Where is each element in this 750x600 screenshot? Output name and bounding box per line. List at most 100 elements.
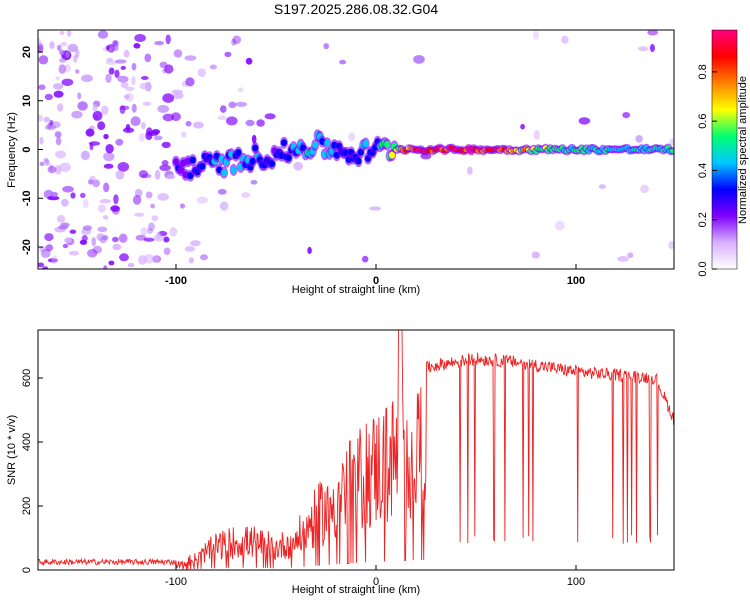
spectrogram-noise-cell <box>184 246 196 252</box>
spectrogram-noise-cell <box>140 76 149 80</box>
spectrogram-noise-cell <box>151 215 159 222</box>
spectrogram-noise-cell <box>125 92 134 102</box>
spectrogram-noise-cell <box>533 130 540 140</box>
spectrogram-noise-cell <box>224 51 232 58</box>
spectrogram-noise-cell <box>101 105 109 115</box>
spectrogram-noise-cell <box>96 233 105 241</box>
spectrogram-noise-cell <box>85 128 95 137</box>
spectrogram-noise-cell <box>120 82 129 89</box>
spectrogram-noise-cell <box>132 195 142 205</box>
spectrogram-noise-cell <box>80 192 86 199</box>
spectrogram-y-tick-label: 20 <box>21 46 33 58</box>
colorbar-tick-label: 0.6 <box>697 114 709 129</box>
spectrogram-noise-cell <box>103 133 109 140</box>
spectrogram-ridge-cell <box>281 139 287 147</box>
spectrogram-noise-cell <box>75 69 80 74</box>
spectrogram-noise-cell <box>140 122 146 130</box>
spectrogram-noise-cell <box>103 265 108 269</box>
spectrogram-noise-cell <box>105 45 110 51</box>
spectrogram-noise-cell <box>231 38 237 46</box>
spectrogram-noise-cell <box>467 166 473 175</box>
spectrogram-noise-cell <box>61 78 74 87</box>
spectrogram-noise-cell <box>135 234 147 241</box>
spectrogram-noise-cell <box>647 30 659 36</box>
snr-series-line <box>38 330 674 570</box>
spectrogram-ridge-cell <box>312 141 319 149</box>
spectrogram-noise-cell <box>148 222 155 231</box>
spectrogram-noise-cell <box>113 44 119 51</box>
spectrogram-noise-cell <box>348 132 356 142</box>
spectrogram-noise-cell <box>637 46 649 52</box>
spectrogram-noise-cell <box>59 57 67 63</box>
spectrogram-noise-cell <box>245 57 253 65</box>
spectrogram-noise-cell <box>154 254 160 263</box>
spectrogram-noise-cell <box>196 196 208 204</box>
snr-x-tick-label: 0 <box>373 576 379 588</box>
spectrogram-noise-cell <box>112 236 119 243</box>
spectrogram-noise-cell <box>68 250 80 256</box>
spectrogram-ridge-cell <box>221 169 227 177</box>
spectrogram-noise-cell <box>146 127 153 136</box>
spectrogram-noise-cell <box>217 115 227 121</box>
spectrogram-noise-cell <box>640 184 649 194</box>
spectrogram-noise-cell <box>60 41 68 47</box>
spectrogram-noise-cell <box>60 222 70 228</box>
spectrogram-noise-cell <box>162 93 175 103</box>
spectrogram-y-tick-label: -10 <box>21 190 33 206</box>
spectrogram-ridge-cell <box>669 148 674 154</box>
spectrogram-noise-cell <box>38 44 44 54</box>
spectrogram-noise-cell <box>153 135 163 141</box>
spectrogram-noise-cell <box>59 162 71 172</box>
spectrogram-noise-cell <box>108 260 115 266</box>
spectrogram-x-axis-label: Height of straight line (km) <box>292 284 420 296</box>
spectrogram-noise-cell <box>166 174 176 180</box>
spectrogram-noise-cell <box>102 235 109 241</box>
spectrogram-noise-cell <box>92 110 103 121</box>
spectrogram-noise-cell <box>92 245 103 254</box>
spectrogram-noise-cell <box>226 116 238 126</box>
spectrogram-noise-cell <box>159 164 171 171</box>
spectrogram-noise-cell <box>668 241 674 250</box>
spectrogram-noise-cell <box>38 38 42 46</box>
spectrogram-noise-cell <box>171 89 183 95</box>
spectrogram-noise-cell <box>81 74 93 83</box>
spectrogram-noise-cell <box>44 233 54 242</box>
spectrogram-noise-cell <box>45 244 54 252</box>
spectrogram-noise-cell <box>102 215 109 220</box>
spectrogram-noise-cell <box>105 144 114 154</box>
spectrogram-y-axis-label: Frequency (Hz) <box>6 112 18 188</box>
snr-frame <box>37 329 675 571</box>
spectrogram-noise-cell <box>627 252 634 258</box>
spectrogram-noise-cell <box>61 198 69 207</box>
spectrogram-noise-cell <box>117 162 130 172</box>
snr-y-tick-label: 0 <box>21 567 33 573</box>
spectrogram-noise-cell <box>115 170 125 180</box>
spectrogram-noise-cell <box>117 75 129 83</box>
spectrogram-noise-cell <box>245 119 255 127</box>
spectrogram-noise-cell <box>82 198 89 209</box>
spectrogram-noise-cell <box>520 123 525 130</box>
spectrogram-noise-cell <box>42 266 49 269</box>
spectrogram-noise-cell <box>97 30 109 39</box>
spectrogram-noise-cell <box>232 35 242 45</box>
spectrogram-noise-cell <box>185 77 195 87</box>
spectrogram-noise-cell <box>113 194 119 205</box>
spectrogram-noise-cell <box>163 247 171 256</box>
spectrogram-noise-cell <box>147 227 153 234</box>
spectrogram-noise-cell <box>105 73 112 84</box>
spectrogram-noise-cell <box>53 90 64 98</box>
spectrogram-noise-cell <box>124 94 130 100</box>
snr-y-tick-label: 200 <box>21 497 33 515</box>
spectrogram-noise-cell <box>133 43 141 49</box>
snr-y-axis-label: SNR (10 * v/v) <box>6 415 18 485</box>
spectrogram-noise-cell <box>59 49 65 55</box>
spectrogram-noise-cell <box>38 55 49 65</box>
spectrogram-noise-cell <box>185 120 192 127</box>
snr-panel: -100 0 100 0 200 400 600 Height of straight l… <box>6 329 675 596</box>
spectrogram-noise-cell <box>81 235 88 242</box>
spectrogram-noise-cell <box>188 257 194 264</box>
spectrogram-noise-cell <box>617 256 629 262</box>
spectrogram-noise-cell <box>67 43 79 53</box>
spectrogram-noise-cell <box>138 132 145 142</box>
spectrogram-noise-cell <box>92 103 98 113</box>
